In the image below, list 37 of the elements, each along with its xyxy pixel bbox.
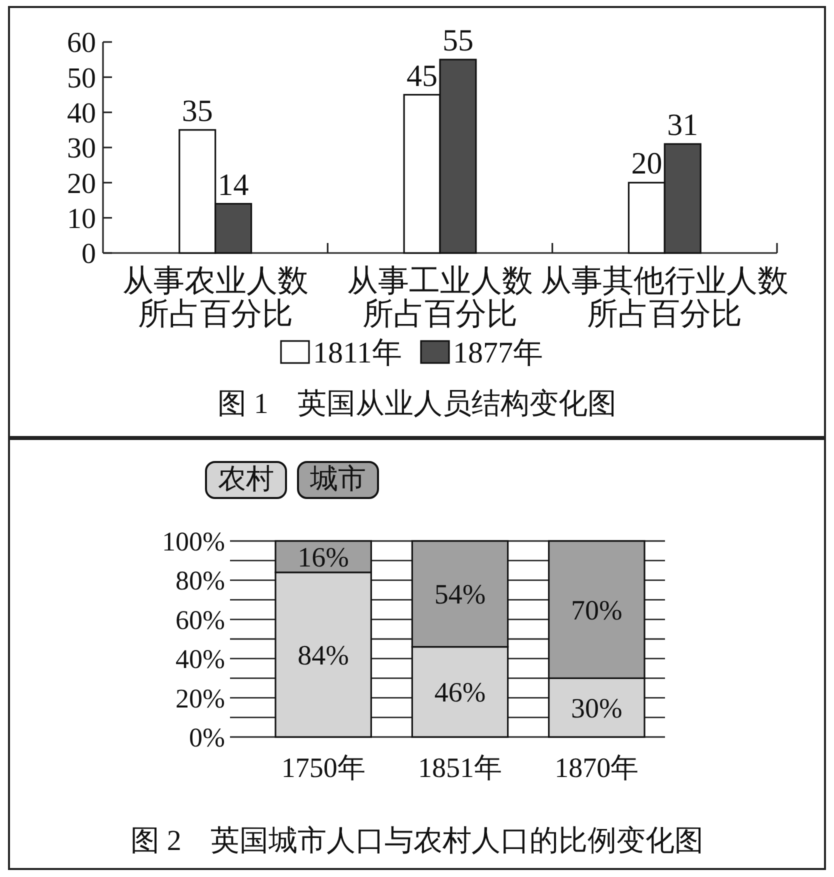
x-tick-label: 1851年 <box>418 753 502 784</box>
legend-item: 城市 <box>297 461 379 499</box>
data-label: 84% <box>298 640 349 672</box>
x-tick-label: 从事农业人数所占百分比 <box>122 263 308 332</box>
data-label: 45 <box>406 58 438 93</box>
y-tick-label: 60 <box>67 27 96 60</box>
data-label: 70% <box>571 595 622 626</box>
text: 图 1 英国从业人员结构变化图 <box>218 388 616 420</box>
y-tick-label: 40% <box>176 644 225 674</box>
data-label: 31 <box>667 106 698 142</box>
data-label: 14 <box>218 166 250 202</box>
y-tick-label: 10 <box>67 202 96 235</box>
data-label: 46% <box>434 678 486 709</box>
data-label: 54% <box>434 580 486 611</box>
text: 图 2 英国城市人口与农村人口的比例变化图 <box>130 825 704 857</box>
y-tick-label: 40 <box>67 97 96 130</box>
y-tick-label: 20% <box>176 683 225 714</box>
x-tick-label: 从事工业人数所占百分比 <box>347 263 533 332</box>
data-label: 20 <box>631 146 662 181</box>
y-tick-label: 20 <box>67 168 96 200</box>
y-tick-label: 100% <box>162 526 225 556</box>
y-tick-label: 60% <box>176 604 225 635</box>
data-label: 30% <box>571 693 622 724</box>
legend-label: 1877年 <box>453 336 543 370</box>
x-tick-label: 从事其他行业人数所占百分比 <box>540 263 789 332</box>
x-tick-label: 1870年 <box>554 753 639 784</box>
data-label: 55 <box>442 22 474 58</box>
y-tick-label: 0 <box>82 238 96 270</box>
data-label: 16% <box>298 542 349 574</box>
y-tick-label: 80% <box>176 566 225 596</box>
x-tick-label: 1750年 <box>281 753 366 784</box>
legend-label: 1811年 <box>313 336 402 370</box>
data-label: 35 <box>182 92 213 128</box>
legend-item: 农村 <box>205 461 287 499</box>
y-tick-label: 0% <box>189 722 225 752</box>
y-tick-label: 30 <box>67 132 96 165</box>
y-tick-label: 50 <box>67 62 96 94</box>
